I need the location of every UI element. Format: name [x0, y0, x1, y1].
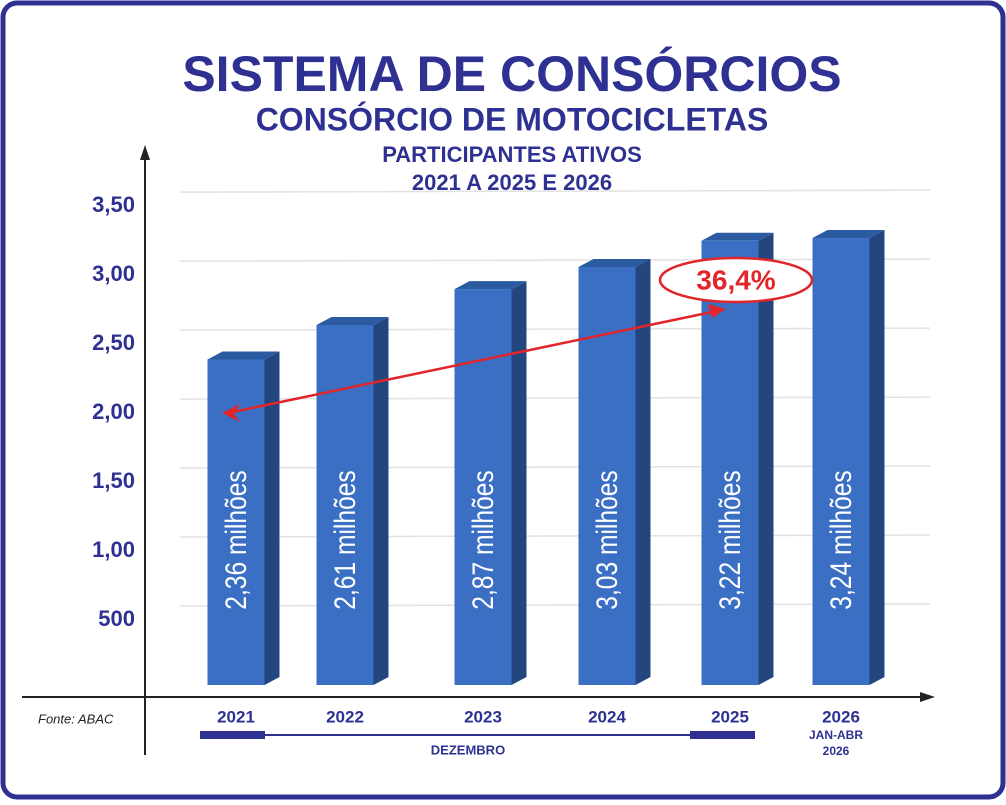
bar-top — [578, 259, 651, 268]
bar-group — [578, 259, 651, 685]
value-label: 3,24 milhões — [824, 470, 858, 609]
period-bar — [690, 731, 755, 739]
source: Fonte: ABAC — [38, 711, 114, 726]
y-axis-arrow — [140, 145, 150, 160]
bar-side — [511, 281, 527, 685]
trend-arrow — [227, 310, 713, 415]
x-tick-label: 2023 — [464, 707, 502, 726]
bar-group — [812, 230, 885, 686]
chart-title: SISTEMA DE CONSÓRCIOS — [182, 46, 841, 102]
bar-top — [454, 281, 527, 290]
value-label: 2,61 milhões — [328, 470, 362, 609]
value-label: 3,03 milhões — [590, 470, 624, 609]
period-note: JAN-ABR — [809, 728, 863, 742]
y-tick-label: 1,00 — [92, 537, 135, 562]
x-tick-label: 2021 — [217, 707, 255, 726]
bar — [701, 240, 759, 686]
month-label: DEZEMBRO — [431, 742, 505, 757]
bar — [207, 359, 265, 685]
y-tick-label: 1,50 — [92, 468, 135, 493]
grid-line — [179, 603, 931, 607]
grid-line — [179, 534, 931, 538]
bar-top — [316, 316, 389, 325]
period-year: 2026 — [823, 744, 850, 758]
y-tick-label: 3,00 — [92, 261, 135, 286]
y-tick-label: 500 — [98, 606, 135, 631]
x-tick-label: 2026 — [822, 707, 860, 726]
bar-top — [812, 230, 885, 239]
subtitle2: PARTICIPANTES ATIVOS — [382, 142, 642, 167]
bar-side — [869, 230, 885, 686]
grid-line — [179, 189, 931, 193]
period-bar — [200, 731, 265, 739]
bar-group — [207, 351, 280, 685]
x-tick-label: 2025 — [711, 707, 749, 726]
bar-side — [758, 232, 774, 686]
value-label: 2,36 milhões — [219, 470, 253, 609]
grid-line — [179, 465, 931, 469]
x-axis-arrow — [920, 692, 935, 702]
grid-line — [179, 258, 931, 262]
bar-side — [264, 351, 280, 685]
annotation: 36,4% — [696, 264, 775, 295]
bar-top — [207, 351, 280, 360]
y-tick-label: 2,00 — [92, 399, 135, 424]
grid-line — [179, 396, 931, 400]
bar-group — [701, 232, 774, 686]
bar-group — [316, 316, 389, 685]
bar-top — [701, 232, 774, 241]
grid-line — [179, 327, 931, 331]
annotation-bubble — [658, 256, 814, 304]
bar-side — [635, 259, 651, 685]
x-tick-label: 2024 — [588, 707, 626, 726]
subtitle: CONSÓRCIO DE MOTOCICLETAS — [256, 101, 769, 137]
bar — [812, 238, 870, 686]
x-tick-label: 2022 — [326, 707, 364, 726]
trend-arrow-tail — [222, 404, 240, 422]
trend-arrow-head — [708, 304, 726, 318]
y-tick-label: 2,50 — [92, 330, 135, 355]
y-tick-label: 3,50 — [92, 192, 135, 217]
value-label: 2,87 milhões — [466, 470, 500, 609]
bar-side — [373, 316, 389, 685]
value-label: 3,22 milhões — [713, 470, 747, 609]
